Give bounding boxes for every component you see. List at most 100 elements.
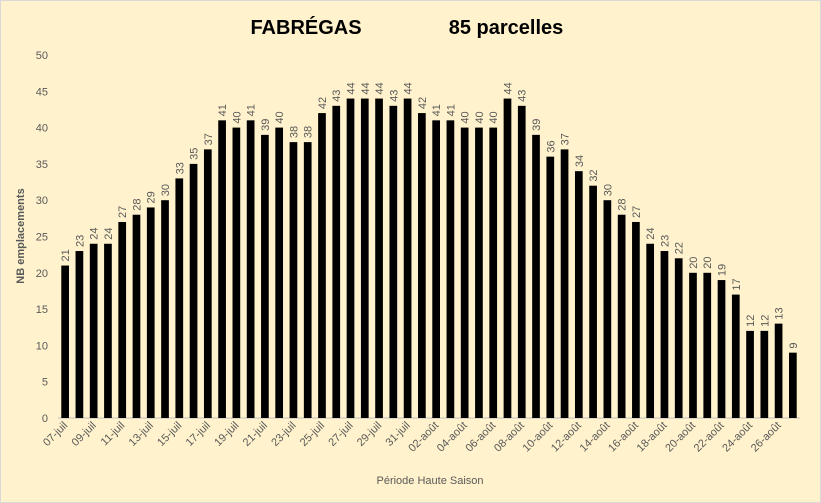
bar — [760, 330, 769, 418]
bar — [360, 98, 369, 418]
bar — [146, 207, 155, 418]
x-axis-label: Période Haute Saison — [376, 475, 483, 487]
data-label: 28 — [131, 198, 143, 210]
bar — [503, 98, 512, 418]
data-label: 30 — [160, 184, 172, 196]
bar — [475, 127, 483, 418]
bar — [403, 98, 412, 418]
data-label: 43 — [388, 90, 400, 102]
bar — [275, 127, 284, 418]
bar — [261, 134, 269, 419]
data-label: 37 — [560, 133, 572, 145]
data-label: 32 — [588, 169, 600, 181]
bar — [161, 200, 169, 418]
bar — [246, 120, 255, 418]
bar — [574, 171, 583, 418]
data-label: 24 — [103, 228, 115, 240]
data-label: 21 — [60, 249, 72, 261]
data-label: 41 — [217, 104, 229, 116]
data-label: 44 — [374, 82, 386, 94]
y-tick-label: 20 — [36, 268, 48, 280]
data-label: 23 — [74, 235, 86, 247]
data-label: 44 — [346, 82, 358, 94]
data-label: 42 — [317, 97, 329, 109]
bar — [132, 214, 141, 418]
bar — [346, 98, 355, 418]
data-label: 40 — [231, 111, 243, 123]
data-label: 39 — [260, 119, 272, 131]
bar — [689, 272, 697, 418]
data-label: 20 — [702, 257, 714, 269]
bar — [560, 149, 569, 418]
bar — [717, 280, 726, 418]
data-label: 13 — [774, 307, 786, 319]
bar — [432, 120, 440, 418]
data-label: 9 — [788, 343, 800, 349]
y-axis-label: NB emplacements — [15, 188, 27, 283]
data-label: 27 — [631, 206, 643, 218]
data-label: 38 — [303, 126, 315, 138]
data-label: 19 — [717, 264, 729, 276]
bar — [389, 105, 398, 418]
data-label: 24 — [89, 228, 101, 240]
bar — [517, 105, 526, 418]
data-label: 12 — [759, 315, 771, 327]
bar — [489, 127, 498, 418]
bar — [89, 243, 98, 418]
y-tick-label: 15 — [36, 304, 48, 316]
bar — [175, 178, 184, 418]
data-label: 42 — [417, 97, 429, 109]
data-label: 44 — [360, 82, 372, 94]
bar — [289, 142, 298, 418]
bar — [746, 330, 754, 418]
bar — [232, 127, 241, 418]
bar — [446, 120, 455, 418]
data-label: 24 — [645, 228, 657, 240]
y-tick-label: 10 — [36, 340, 48, 352]
data-label: 44 — [403, 82, 415, 94]
data-label: 39 — [531, 119, 543, 131]
bar — [603, 200, 612, 418]
bar — [546, 156, 555, 418]
bar — [460, 127, 469, 418]
chart-title: FABRÉGAS — [250, 16, 361, 39]
bar — [774, 323, 783, 418]
data-label: 41 — [431, 104, 443, 116]
data-label: 44 — [502, 82, 514, 94]
y-tick-label: 45 — [36, 86, 48, 98]
bar — [646, 243, 655, 418]
bar — [674, 258, 683, 418]
data-label: 23 — [659, 235, 671, 247]
data-label: 40 — [460, 111, 472, 123]
data-label: 20 — [688, 257, 700, 269]
bar — [375, 98, 383, 418]
data-label: 34 — [574, 155, 586, 167]
data-label: 40 — [474, 111, 486, 123]
data-label: 41 — [246, 104, 258, 116]
bar — [104, 243, 112, 418]
bar — [731, 294, 740, 418]
bar — [617, 214, 626, 418]
data-label: 30 — [602, 184, 614, 196]
y-tick-label: 25 — [36, 232, 48, 244]
data-label: 29 — [146, 191, 158, 203]
bar — [118, 221, 127, 418]
bar — [318, 113, 326, 418]
data-label: 28 — [617, 198, 629, 210]
y-tick-label: 50 — [36, 50, 48, 62]
bar — [61, 265, 69, 418]
data-label: 33 — [174, 162, 186, 174]
bar — [189, 163, 198, 418]
data-label: 12 — [745, 315, 757, 327]
y-tick-label: 40 — [36, 123, 48, 135]
bar — [703, 272, 712, 418]
bar — [789, 352, 797, 418]
bar — [218, 120, 226, 418]
data-label: 40 — [488, 111, 500, 123]
y-tick-label: 30 — [36, 195, 48, 207]
bar — [589, 185, 597, 418]
data-label: 35 — [189, 148, 201, 160]
bar — [332, 105, 341, 418]
bar — [660, 251, 669, 418]
